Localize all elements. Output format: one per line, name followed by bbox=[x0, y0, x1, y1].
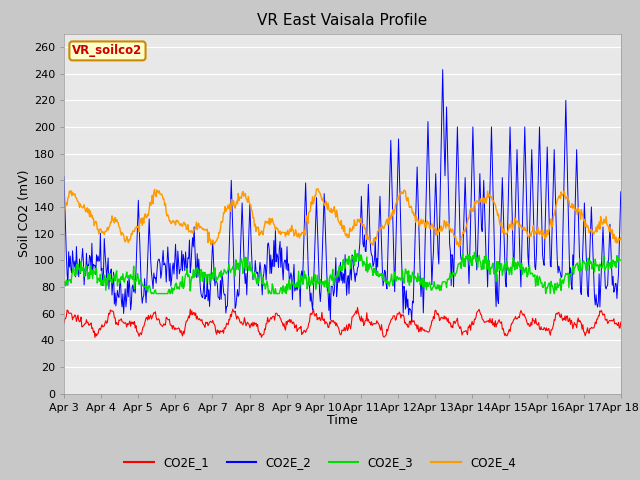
CO2E_3 bbox=[412, 275, 419, 280]
Line: CO2E_2: CO2E_2 bbox=[64, 70, 621, 320]
CO2E_3 bbox=[351, 247, 359, 253]
CO2E_3 bbox=[214, 275, 222, 281]
Line: CO2E_4: CO2E_4 bbox=[64, 189, 621, 247]
CO2E_4 bbox=[314, 186, 322, 192]
CO2E_3 bbox=[428, 287, 436, 293]
CO2E_4 bbox=[184, 222, 192, 228]
CO2E_2 bbox=[408, 317, 415, 323]
CO2E_2 bbox=[428, 249, 435, 255]
CO2E_4 bbox=[428, 222, 435, 228]
CO2E_2 bbox=[60, 173, 68, 179]
CO2E_3 bbox=[185, 272, 193, 277]
CO2E_1 bbox=[128, 321, 136, 327]
CO2E_3 bbox=[148, 291, 156, 297]
CO2E_1 bbox=[214, 330, 222, 336]
CO2E_4 bbox=[70, 191, 78, 197]
CO2E_2 bbox=[127, 300, 135, 306]
CO2E_4 bbox=[411, 212, 419, 217]
CO2E_1 bbox=[185, 313, 193, 319]
CO2E_3 bbox=[127, 275, 135, 281]
CO2E_1 bbox=[412, 322, 419, 328]
CO2E_1 bbox=[354, 305, 362, 311]
CO2E_3 bbox=[70, 269, 78, 275]
CO2E_4 bbox=[617, 235, 625, 241]
Text: VR_soilco2: VR_soilco2 bbox=[72, 44, 143, 58]
CO2E_3 bbox=[617, 257, 625, 263]
CO2E_2 bbox=[70, 264, 78, 270]
Legend: CO2E_1, CO2E_2, CO2E_3, CO2E_4: CO2E_1, CO2E_2, CO2E_3, CO2E_4 bbox=[120, 452, 520, 474]
Y-axis label: Soil CO2 (mV): Soil CO2 (mV) bbox=[18, 170, 31, 257]
CO2E_2 bbox=[411, 246, 419, 252]
Line: CO2E_3: CO2E_3 bbox=[64, 250, 621, 294]
CO2E_2 bbox=[214, 281, 221, 287]
CO2E_4 bbox=[60, 209, 68, 215]
CO2E_4 bbox=[455, 244, 463, 250]
CO2E_2 bbox=[184, 255, 192, 261]
CO2E_1 bbox=[91, 335, 99, 340]
Line: CO2E_1: CO2E_1 bbox=[64, 308, 621, 337]
CO2E_1 bbox=[60, 321, 68, 326]
Title: VR East Vaisala Profile: VR East Vaisala Profile bbox=[257, 13, 428, 28]
CO2E_3 bbox=[60, 281, 68, 287]
CO2E_1 bbox=[428, 318, 436, 324]
CO2E_2 bbox=[439, 67, 447, 72]
CO2E_1 bbox=[617, 319, 625, 325]
CO2E_4 bbox=[127, 230, 135, 236]
X-axis label: Time: Time bbox=[327, 414, 358, 427]
CO2E_2 bbox=[617, 189, 625, 195]
CO2E_1 bbox=[70, 314, 78, 320]
CO2E_4 bbox=[214, 236, 221, 241]
